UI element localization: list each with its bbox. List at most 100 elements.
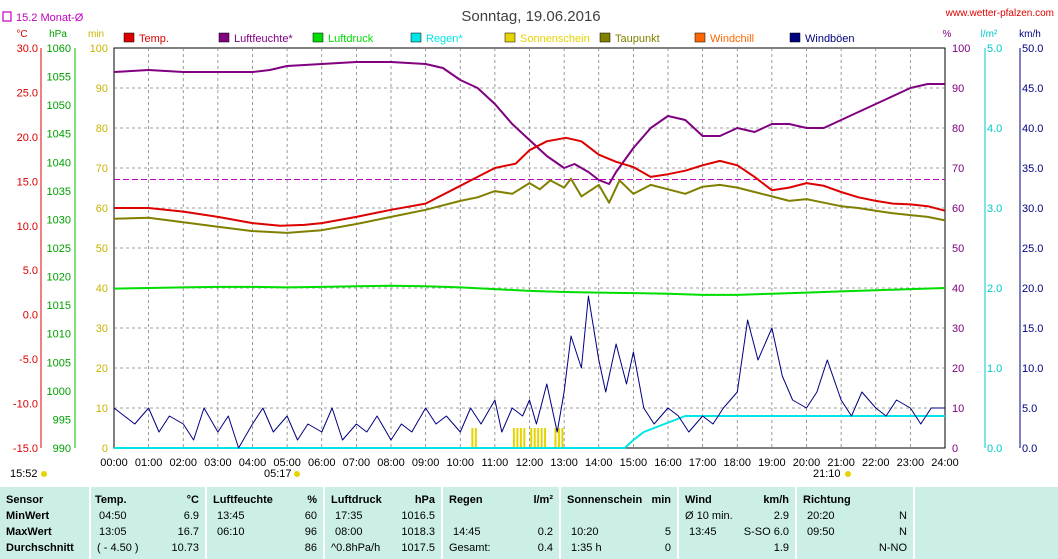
sun-axis-tick-1: 90 bbox=[96, 83, 108, 95]
pressure-axis-tick-1: 1055 bbox=[47, 72, 71, 84]
x-tick-13: 13:00 bbox=[550, 457, 578, 469]
table-col-humidity: Luftfeuchte % 13:45 60 06:10 96 86 bbox=[207, 487, 323, 559]
sun-header: Sonnenschein bbox=[567, 494, 643, 506]
pressure-axis-tick-11: 1005 bbox=[47, 357, 71, 369]
pressure-axis-tick-13: 995 bbox=[53, 414, 71, 426]
sunshine-bar-12 bbox=[557, 428, 560, 448]
legend-swatch-5 bbox=[599, 32, 611, 43]
pressure-header-unit: hPa bbox=[414, 494, 435, 506]
legend-label-7: Windböen bbox=[805, 33, 855, 45]
source-link[interactable]: www.wetter-pfalzen.com bbox=[945, 8, 1054, 19]
table-col-direction: Richtung 20:20 N 09:50 N N-NO bbox=[797, 487, 913, 559]
direction-max-time: 09:50 bbox=[807, 526, 835, 538]
wind-axis-tick-5: 25.0 bbox=[1022, 243, 1043, 255]
x-tick-21: 21:00 bbox=[827, 457, 855, 469]
monthly-avg-icon bbox=[2, 11, 12, 22]
wind-axis-tick-6: 20.0 bbox=[1022, 283, 1043, 295]
x-tick-7: 07:00 bbox=[343, 457, 371, 469]
x-tick-3: 03:00 bbox=[204, 457, 232, 469]
x-tick-18: 18:00 bbox=[723, 457, 751, 469]
temp-axis-tick-0: 30.0 bbox=[17, 43, 38, 55]
sun-axis-tick-0: 100 bbox=[90, 43, 108, 55]
wind-avg10-value: 2.9 bbox=[773, 510, 789, 522]
pressure-axis-tick-9: 1015 bbox=[47, 300, 71, 312]
pressure-axis-tick-10: 1010 bbox=[47, 329, 71, 341]
temp-avg-value: 10.73 bbox=[171, 542, 199, 554]
sunshine-bar-4 bbox=[519, 428, 522, 448]
chart-axes: 30.0 25.0 20.0 15.0 10.0 5.0 0.0 -5.0 -10.0 -15.0… bbox=[13, 43, 1044, 469]
temp-axis-tick-3: 15.0 bbox=[17, 176, 38, 188]
direction-max-value: N bbox=[899, 526, 907, 538]
rain-axis-tick-4: 1.0 bbox=[987, 363, 1002, 375]
wind-avg-value: 1.9 bbox=[773, 542, 789, 554]
sun-max-value: 5 bbox=[664, 526, 671, 538]
table-col-temp: Temp. °C 04:50 6.9 13:05 16.7 ( - 4.50 )… bbox=[91, 487, 205, 559]
table-col-sensor: Sensor MinWert MaxWert Durchschnitt bbox=[0, 487, 89, 559]
pressure-axis-tick-4: 1040 bbox=[47, 157, 71, 169]
wind-axis-tick-2: 40.0 bbox=[1022, 123, 1043, 135]
direction-min-value: N bbox=[899, 510, 907, 522]
sunshine-bar-3 bbox=[516, 428, 519, 448]
x-tick-23: 23:00 bbox=[897, 457, 925, 469]
humidity-axis-tick-9: 10 bbox=[952, 403, 964, 415]
pressure-axis-tick-5: 1035 bbox=[47, 186, 71, 198]
chart-title: Sonntag, 19.06.2016 bbox=[461, 8, 600, 25]
sunshine-bar-9 bbox=[540, 428, 543, 448]
sunshine-bar-2 bbox=[512, 428, 515, 448]
temp-axis-tick-7: -5.0 bbox=[19, 354, 38, 366]
sun-axis-tick-8: 20 bbox=[96, 363, 108, 375]
pressure-unit: hPa bbox=[49, 29, 67, 40]
series-line-temp bbox=[114, 136, 946, 227]
table-col-pressure: Luftdruck hPa 17:35 1016.5 08:00 1018.3 … bbox=[325, 487, 441, 559]
temp-axis-tick-9: -15.0 bbox=[13, 443, 38, 455]
sensor-header: Sensor bbox=[6, 494, 44, 506]
sunshine-bar-6 bbox=[530, 428, 533, 448]
x-tick-17: 17:00 bbox=[689, 457, 717, 469]
rain-axis-tick-5: 0.0 bbox=[987, 443, 1002, 455]
x-tick-12: 12:00 bbox=[516, 457, 544, 469]
wind-axis-tick-10: 0.0 bbox=[1022, 443, 1037, 455]
sunshine-bar-11 bbox=[554, 428, 557, 448]
humidity-max-value: 96 bbox=[304, 526, 317, 538]
x-tick-22: 22:00 bbox=[862, 457, 890, 469]
wind-axis-tick-9: 5.0 bbox=[1022, 403, 1037, 415]
humidity-axis-tick-1: 90 bbox=[952, 83, 964, 95]
humidity-axis-tick-6: 40 bbox=[952, 283, 964, 295]
x-tick-9: 09:00 bbox=[412, 457, 440, 469]
sunshine-bar-5 bbox=[523, 428, 526, 448]
legend-swatch-0 bbox=[123, 32, 135, 43]
sun-axis-tick-9: 10 bbox=[96, 403, 108, 415]
temp-axis-tick-4: 10.0 bbox=[17, 221, 38, 233]
legend-swatch-4 bbox=[504, 32, 516, 43]
wind-max-value: S-SO 6.0 bbox=[743, 526, 789, 538]
legend-label-3: Regen* bbox=[426, 33, 463, 45]
pressure-axis-tick-8: 1020 bbox=[47, 272, 71, 284]
wind-axis-tick-4: 30.0 bbox=[1022, 203, 1043, 215]
sensor-row-min: MinWert bbox=[6, 510, 50, 522]
series-line-luftdruck bbox=[113, 284, 946, 296]
wind-avg10-label: Ø 10 min. bbox=[685, 510, 733, 522]
sunshine-bar-10 bbox=[544, 428, 547, 448]
sun-axis-tick-10: 0 bbox=[102, 443, 108, 455]
temp-min-time: 04:50 bbox=[99, 510, 127, 522]
sunshine-bar-1 bbox=[474, 428, 477, 448]
rain-header: Regen bbox=[449, 494, 483, 506]
x-tick-16: 16:00 bbox=[654, 457, 682, 469]
pressure-max-time: 08:00 bbox=[335, 526, 363, 538]
sun-axis-tick-3: 70 bbox=[96, 163, 108, 175]
table-col-sun: Sonnenschein min 10:20 5 1:35 h 0 bbox=[561, 487, 677, 559]
x-tick-14: 14:00 bbox=[585, 457, 613, 469]
pressure-max-value: 1018.3 bbox=[401, 526, 435, 538]
pressure-axis-tick-14: 990 bbox=[53, 443, 71, 455]
sun-unit: min bbox=[88, 29, 104, 40]
pressure-axis-tick-3: 1045 bbox=[47, 129, 71, 141]
wind-axis-tick-1: 45.0 bbox=[1022, 83, 1043, 95]
direction-min-time: 20:20 bbox=[807, 510, 835, 522]
x-tick-10: 10:00 bbox=[446, 457, 474, 469]
sunshine-bar-0 bbox=[471, 428, 474, 448]
humidity-min-time: 13:45 bbox=[217, 510, 245, 522]
legend-swatch-7 bbox=[789, 32, 801, 43]
humidity-axis-tick-10: 0 bbox=[952, 443, 958, 455]
sunrise-icon bbox=[294, 471, 300, 477]
sunshine-bar-7 bbox=[533, 428, 536, 448]
